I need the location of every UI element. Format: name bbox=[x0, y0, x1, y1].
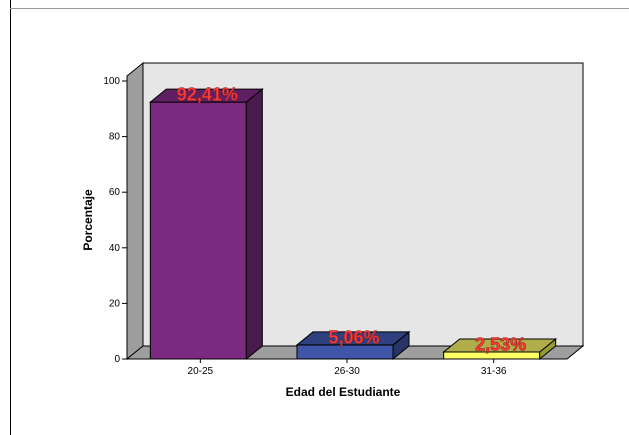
bar-top bbox=[148, 88, 264, 103]
bar bbox=[149, 101, 247, 360]
x-axis-title: Edad del Estudiante bbox=[286, 385, 401, 399]
frame-top-border bbox=[10, 8, 629, 9]
x-tick-label: 26-30 bbox=[334, 366, 360, 377]
y-tick-label: 60 bbox=[109, 187, 121, 198]
frame-left-border bbox=[10, 0, 11, 435]
bar-group bbox=[442, 337, 558, 361]
bars bbox=[148, 88, 558, 361]
bar-top bbox=[295, 331, 411, 346]
y-tick-label: 40 bbox=[109, 243, 121, 254]
plot-side-wall bbox=[126, 61, 144, 361]
y-tick-label: 100 bbox=[103, 76, 120, 87]
x-tick-label: 20-25 bbox=[188, 366, 214, 377]
y-tick-label: 20 bbox=[109, 298, 121, 309]
bar-group bbox=[148, 88, 264, 361]
data-label: 5,06% bbox=[328, 327, 379, 347]
x-tick-label: 31-36 bbox=[481, 366, 507, 377]
y-tick-label: 0 bbox=[114, 354, 120, 365]
bar-top bbox=[442, 338, 558, 353]
bar-group bbox=[295, 330, 411, 361]
y-tick-label: 80 bbox=[109, 132, 121, 143]
data-label: 92,41% bbox=[177, 85, 238, 105]
y-axis: 0 20 40 60 80 100 20-25 26-30 31-36 bbox=[103, 76, 507, 377]
bar-side bbox=[245, 88, 263, 361]
data-labels: 92,41% 5,06% 2,53% bbox=[177, 84, 527, 354]
data-label: 2,53% bbox=[475, 334, 526, 354]
y-axis-title: Porcentaje bbox=[81, 189, 95, 251]
